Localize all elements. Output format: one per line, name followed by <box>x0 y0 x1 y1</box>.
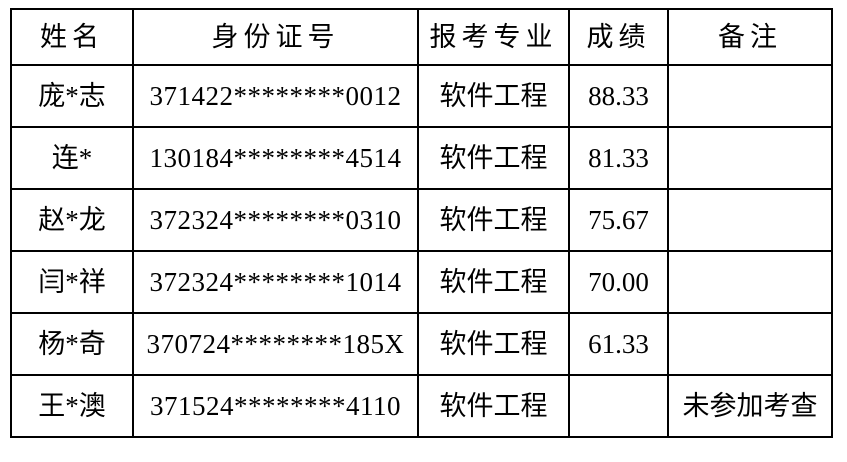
table-row: 赵*龙 372324********0310 软件工程 75.67 <box>10 188 833 252</box>
id-number-cell: 372324********0310 <box>132 188 419 252</box>
results-table-container: 姓名 身份证号 报考专业 成绩 备注 庞*志 371422********001… <box>10 8 833 438</box>
table-row: 杨*奇 370724********185X 软件工程 61.33 <box>10 312 833 376</box>
major-cell: 软件工程 <box>417 188 570 252</box>
table-row: 庞*志 371422********0012 软件工程 88.33 <box>10 64 833 128</box>
remark-cell <box>667 126 833 190</box>
table-row: 连* 130184********4514 软件工程 81.33 <box>10 126 833 190</box>
id-number-cell: 371524********4110 <box>132 374 419 438</box>
id-number-cell: 371422********0012 <box>132 64 419 128</box>
name-cell: 连* <box>10 126 134 190</box>
header-name: 姓名 <box>10 8 134 66</box>
table-row: 闫*祥 372324********1014 软件工程 70.00 <box>10 250 833 314</box>
remark-cell <box>667 312 833 376</box>
id-number-cell: 370724********185X <box>132 312 419 376</box>
name-cell: 王*澳 <box>10 374 134 438</box>
remark-cell <box>667 64 833 128</box>
score-cell: 88.33 <box>568 64 669 128</box>
major-cell: 软件工程 <box>417 64 570 128</box>
score-cell: 70.00 <box>568 250 669 314</box>
header-score: 成绩 <box>568 8 669 66</box>
id-number-cell: 130184********4514 <box>132 126 419 190</box>
remark-cell: 未参加考查 <box>667 374 833 438</box>
score-cell <box>568 374 669 438</box>
name-cell: 闫*祥 <box>10 250 134 314</box>
remark-cell <box>667 250 833 314</box>
remark-cell <box>667 188 833 252</box>
header-major: 报考专业 <box>417 8 570 66</box>
major-cell: 软件工程 <box>417 250 570 314</box>
major-cell: 软件工程 <box>417 312 570 376</box>
score-cell: 61.33 <box>568 312 669 376</box>
score-cell: 81.33 <box>568 126 669 190</box>
major-cell: 软件工程 <box>417 126 570 190</box>
results-table: 姓名 身份证号 报考专业 成绩 备注 庞*志 371422********001… <box>10 8 833 438</box>
name-cell: 杨*奇 <box>10 312 134 376</box>
name-cell: 庞*志 <box>10 64 134 128</box>
name-cell: 赵*龙 <box>10 188 134 252</box>
major-cell: 软件工程 <box>417 374 570 438</box>
header-id-number: 身份证号 <box>132 8 419 66</box>
header-remark: 备注 <box>667 8 833 66</box>
header-row: 姓名 身份证号 报考专业 成绩 备注 <box>10 8 833 66</box>
id-number-cell: 372324********1014 <box>132 250 419 314</box>
score-cell: 75.67 <box>568 188 669 252</box>
table-row: 王*澳 371524********4110 软件工程 未参加考查 <box>10 374 833 438</box>
